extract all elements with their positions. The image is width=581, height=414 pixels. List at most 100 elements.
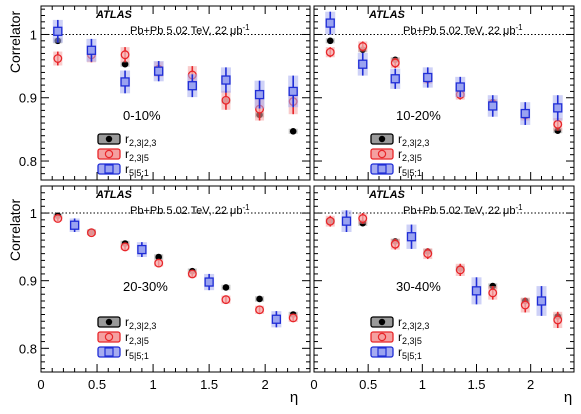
data-point xyxy=(86,228,96,238)
legend-item: r2,3|5 xyxy=(370,330,422,346)
data-point xyxy=(271,314,282,324)
legend-item: r2,3|2,3 xyxy=(370,132,429,148)
data-point xyxy=(553,315,563,325)
legend-label: r5|5;1 xyxy=(125,345,149,361)
data-point xyxy=(221,75,231,85)
data-point xyxy=(120,242,130,252)
legend-label-sub: 2,3|5 xyxy=(402,336,422,346)
legend-marker xyxy=(378,135,386,143)
data-point xyxy=(488,101,498,111)
system-label-sup: -1 xyxy=(242,23,250,32)
y-tick-label: 1 xyxy=(30,206,37,221)
series-2 xyxy=(69,218,282,328)
data-point xyxy=(86,45,97,55)
legend-marker xyxy=(105,135,113,143)
x-tick-label: 2 xyxy=(262,377,269,392)
legend-marker xyxy=(378,318,386,326)
atlas-label: ATLAS xyxy=(368,9,406,21)
data-point xyxy=(390,239,400,249)
y-axis-title-top: Correlator xyxy=(7,11,23,74)
data-point xyxy=(155,253,162,261)
data-point xyxy=(120,50,130,60)
data-point xyxy=(325,18,335,28)
x-tick-label: 1 xyxy=(149,377,156,392)
system-label: Pb+Pb 5.02 TeV, 22 μb-1 xyxy=(403,23,523,37)
system-label: Pb+Pb 5.02 TeV, 22 μb-1 xyxy=(130,203,250,217)
x-tick-label: 0.5 xyxy=(359,377,377,392)
legend-label-sub: 2,3|2,3 xyxy=(402,138,429,148)
legend-item: r5|5;1 xyxy=(97,345,149,361)
legend-label: r2,3|2,3 xyxy=(398,132,429,148)
atlas-label: ATLAS xyxy=(95,9,133,21)
system-label: Pb+Pb 5.02 TeV, 22 μb-1 xyxy=(403,203,523,217)
panel-0-10%: 1 0.9 0.8 ATLAS Pb+Pb 5.02 TeV, 22 μb-1 0-10%… xyxy=(19,5,311,181)
data-point xyxy=(390,74,400,84)
legend-label-sub: 5|5;1 xyxy=(402,168,422,178)
y-tick-label: 1 xyxy=(30,27,37,42)
x-axis-title-right: η xyxy=(564,389,572,406)
legend-marker xyxy=(104,332,114,342)
data-point xyxy=(520,108,530,119)
legend-label-sub: 2,3|2,3 xyxy=(129,138,156,148)
centrality-label: 10-20% xyxy=(396,108,441,123)
legend-label: r2,3|2,3 xyxy=(125,132,156,148)
legend-marker xyxy=(377,164,387,174)
data-point xyxy=(553,119,563,129)
data-point xyxy=(187,81,197,91)
data-point xyxy=(471,286,482,296)
panel-10-20%: ATLAS Pb+Pb 5.02 TeV, 22 μb-1 10-20% r2,3|2… xyxy=(313,5,575,181)
data-point xyxy=(325,216,335,226)
legend-marker xyxy=(377,347,387,357)
legend-label-sub: 2,3|5 xyxy=(129,336,149,346)
data-point xyxy=(358,42,368,51)
legend-label: r5|5;1 xyxy=(125,162,149,178)
legend-swatch xyxy=(370,331,394,343)
x-tick-label: 0 xyxy=(310,377,317,392)
legend-label-sub: 5|5;1 xyxy=(129,168,149,178)
legend-marker xyxy=(377,149,387,159)
centrality-label: 20-30% xyxy=(123,279,168,294)
data-point xyxy=(358,59,368,69)
data-point xyxy=(455,265,465,275)
x-tick-label: 0 xyxy=(37,377,44,392)
data-point xyxy=(222,284,230,291)
data-point xyxy=(423,72,433,83)
legend-item: r5|5;1 xyxy=(370,345,422,361)
data-point xyxy=(256,295,263,303)
legend-item: r2,3|5 xyxy=(97,330,149,346)
panel-20-30%: 1 0.9 0.8 0 0.5 1 1.5 2 ATLAS Pb+Pb 5.02 TeV, 22 … xyxy=(19,185,311,392)
data-point xyxy=(288,313,298,323)
system-label-sup: -1 xyxy=(242,203,250,212)
legend-item: r2,3|2,3 xyxy=(97,132,156,148)
atlas-label: ATLAS xyxy=(368,189,406,201)
legend-label-sub: 2,3|5 xyxy=(129,153,149,163)
data-point xyxy=(154,258,164,268)
system-label: Pb+Pb 5.02 TeV, 22 μb-1 xyxy=(130,23,250,37)
system-label-sup: -1 xyxy=(515,23,523,32)
series-1 xyxy=(325,213,563,329)
data-point xyxy=(406,232,417,242)
legend-label: r2,3|5 xyxy=(125,330,149,346)
legend-label: r2,3|2,3 xyxy=(398,315,429,331)
data-point xyxy=(121,60,129,68)
data-point xyxy=(120,77,130,87)
data-point xyxy=(254,89,265,100)
series-2 xyxy=(52,19,299,109)
legend-swatch xyxy=(370,148,394,160)
legend-item: r5|5;1 xyxy=(97,162,149,178)
data-point xyxy=(154,66,164,76)
series-2 xyxy=(325,11,563,125)
data-point xyxy=(69,220,80,230)
data-point xyxy=(455,82,465,92)
legend-item: r2,3|2,3 xyxy=(97,315,156,331)
data-point xyxy=(423,249,433,259)
legend-marker xyxy=(377,332,387,342)
atlas-label: ATLAS xyxy=(95,189,133,201)
y-tick-label: 0.9 xyxy=(19,274,37,289)
data-point xyxy=(536,296,547,306)
data-point xyxy=(137,244,147,255)
series-0 xyxy=(53,212,298,318)
series-2 xyxy=(341,210,547,316)
y-tick-label: 0.8 xyxy=(19,154,37,169)
